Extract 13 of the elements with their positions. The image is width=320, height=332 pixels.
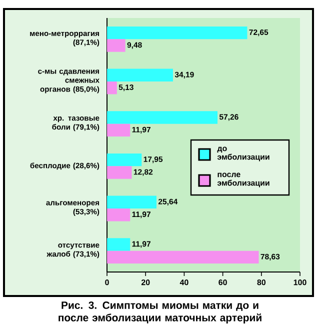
bar	[107, 111, 218, 124]
bar	[107, 153, 142, 166]
bar	[107, 208, 130, 222]
bar	[107, 250, 259, 264]
bar	[107, 166, 132, 179]
bar	[107, 26, 248, 40]
bar	[107, 238, 130, 251]
bar	[107, 39, 126, 52]
text: Рис. 3. Симптомы миомы матки до и после эмболизации маточных артерий	[58, 302, 262, 324]
bar	[107, 124, 130, 137]
bar	[107, 196, 156, 208]
bar	[107, 82, 117, 94]
bar	[107, 68, 173, 82]
